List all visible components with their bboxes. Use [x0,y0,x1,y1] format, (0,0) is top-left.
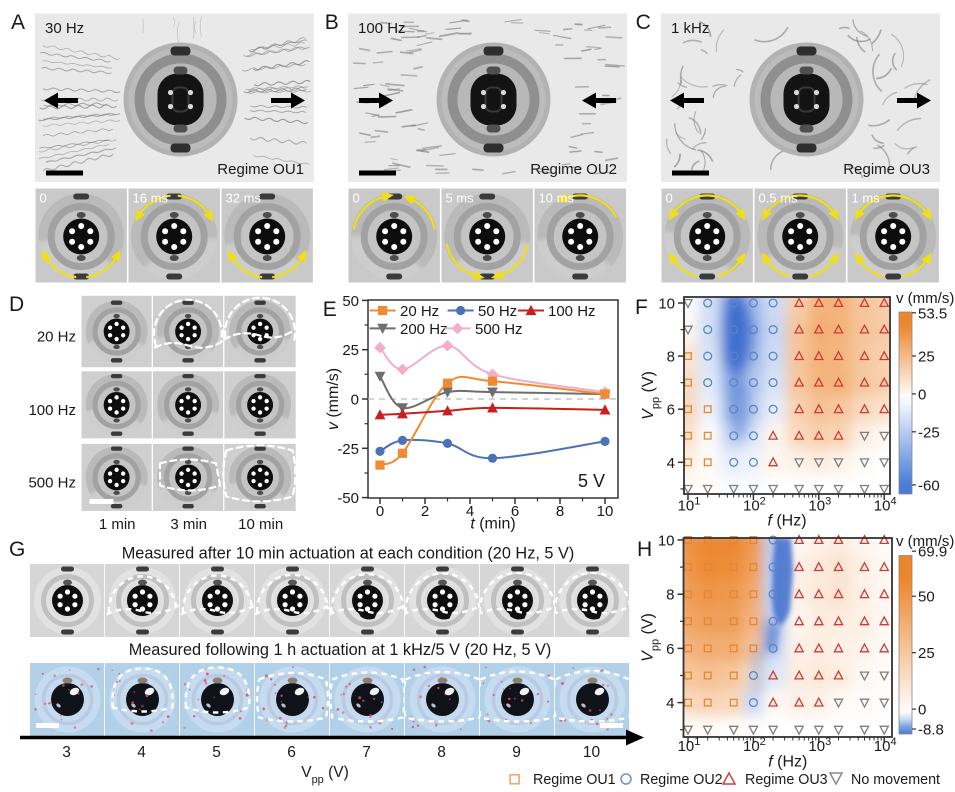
svg-text:500 Hz: 500 Hz [28,474,76,491]
svg-text:-50: -50 [337,490,359,507]
svg-text:20 Hz: 20 Hz [37,329,76,346]
svg-text:B: B [325,11,339,34]
svg-text:50: 50 [342,293,359,310]
svg-text:53.5: 53.5 [918,305,947,322]
svg-text:Measured following 1 h actuati: Measured following 1 h actuation at 1 kH… [129,641,552,659]
svg-text:Regime OU1: Regime OU1 [217,161,304,178]
svg-text:4: 4 [666,695,674,712]
svg-text:103: 103 [808,736,831,755]
svg-text:Regime OU1: Regime OU1 [533,772,616,788]
svg-text:2: 2 [421,503,429,520]
svg-text:4: 4 [137,744,146,761]
svg-text:Vpp (V): Vpp (V) [640,371,662,420]
svg-text:C: C [636,11,651,34]
svg-text:3: 3 [62,744,71,761]
svg-text:0: 0 [40,191,47,206]
svg-text:Vpp (V): Vpp (V) [301,764,349,786]
svg-text:0: 0 [918,386,926,403]
svg-text:25: 25 [918,349,935,366]
svg-text:-25: -25 [918,424,940,441]
svg-text:101: 101 [678,736,701,755]
svg-text:101: 101 [678,496,701,515]
svg-text:5: 5 [212,744,221,761]
svg-text:6: 6 [287,744,296,761]
svg-text:0: 0 [918,702,926,719]
svg-text:3 min: 3 min [170,516,207,533]
svg-text:104: 104 [874,736,897,755]
svg-text:H: H [637,538,652,561]
svg-text:20 Hz: 20 Hz [400,303,439,320]
svg-text:-25: -25 [337,441,359,458]
svg-text:50 Hz: 50 Hz [478,303,517,320]
svg-text:0: 0 [376,503,384,520]
svg-text:1 ms: 1 ms [852,191,881,206]
svg-text:10: 10 [658,533,675,550]
svg-text:-60: -60 [918,477,940,494]
svg-text:Regime OU3: Regime OU3 [843,161,930,178]
svg-text:Regime OU3: Regime OU3 [745,772,828,788]
svg-text:8: 8 [556,503,564,520]
svg-text:Regime OU2: Regime OU2 [640,772,723,788]
svg-text:8: 8 [667,349,675,366]
svg-text:t (min): t (min) [470,516,515,533]
svg-text:f (Hz): f (Hz) [768,754,807,771]
svg-text:104: 104 [874,496,897,515]
svg-text:v (mm/s): v (mm/s) [325,368,342,430]
svg-text:4: 4 [667,455,675,472]
svg-text:9: 9 [512,744,521,761]
svg-text:102: 102 [743,736,766,755]
svg-text:8: 8 [437,744,446,761]
svg-text:25: 25 [342,342,359,359]
svg-text:6: 6 [666,641,674,658]
svg-text:102: 102 [743,496,766,515]
svg-text:100 Hz: 100 Hz [358,20,406,37]
svg-text:F: F [635,296,648,319]
svg-text:10 min: 10 min [238,516,283,533]
svg-text:0.5 ms: 0.5 ms [759,191,799,206]
svg-text:v (mm/s): v (mm/s) [896,290,954,307]
svg-text:5 ms: 5 ms [446,191,475,206]
svg-text:50: 50 [918,589,935,606]
svg-text:16 ms: 16 ms [133,191,169,206]
svg-text:10: 10 [583,744,601,761]
svg-text:4: 4 [466,503,474,520]
svg-text:G: G [9,538,25,561]
svg-text:10: 10 [597,503,614,520]
svg-text:Regime OU2: Regime OU2 [530,161,617,178]
svg-text:0: 0 [351,392,359,409]
svg-text:E: E [323,298,337,321]
svg-text:1 kHz: 1 kHz [671,20,709,37]
svg-text:69.9: 69.9 [918,544,947,561]
svg-text:8: 8 [666,587,674,604]
svg-text:25: 25 [918,645,935,662]
svg-text:No movement: No movement [851,772,940,788]
svg-text:7: 7 [362,744,371,761]
svg-text:0: 0 [666,191,673,206]
svg-text:10: 10 [658,296,675,313]
svg-text:5 V: 5 V [578,471,605,491]
svg-text:32 ms: 32 ms [226,191,262,206]
svg-text:200 Hz: 200 Hz [400,321,448,338]
svg-text:30 Hz: 30 Hz [45,20,84,37]
svg-text:6: 6 [511,503,519,520]
svg-text:10 ms: 10 ms [539,191,575,206]
svg-text:Measured after 10 min actuatio: Measured after 10 min actuation at each … [122,545,575,563]
svg-text:D: D [9,293,24,316]
svg-text:500 Hz: 500 Hz [475,321,523,338]
svg-text:Vpp (V): Vpp (V) [640,613,662,662]
svg-text:103: 103 [808,496,831,515]
svg-text:A: A [11,11,25,34]
svg-text:6: 6 [667,402,675,419]
svg-text:1 min: 1 min [99,516,136,533]
svg-text:-8.8: -8.8 [918,722,944,739]
svg-text:v (mm/s): v (mm/s) [896,533,954,550]
svg-text:100 Hz: 100 Hz [548,303,596,320]
svg-text:100 Hz: 100 Hz [28,402,76,419]
svg-text:0: 0 [353,191,360,206]
svg-text:f (Hz): f (Hz) [767,513,806,530]
